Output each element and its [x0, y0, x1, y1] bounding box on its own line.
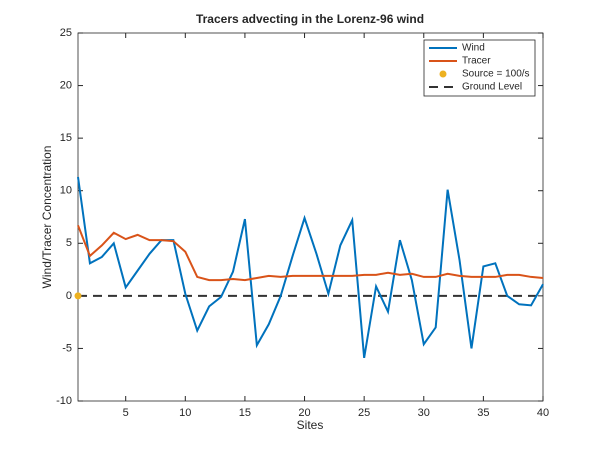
- x-tick-label: 20: [298, 407, 310, 419]
- y-tick-label: 10: [60, 185, 72, 197]
- legend-marker: [439, 70, 447, 78]
- legend-label: Ground Level: [462, 82, 522, 93]
- x-tick-label: 15: [239, 407, 251, 419]
- source-marker: [74, 292, 82, 300]
- y-tick-label: 20: [60, 79, 72, 91]
- x-tick-label: 5: [123, 407, 129, 419]
- legend-label: Wind: [462, 43, 485, 54]
- x-axis-label: Sites: [297, 418, 324, 432]
- y-tick-label: 25: [60, 27, 72, 39]
- y-axis-label: Wind/Tracer Concentration: [40, 146, 54, 289]
- y-tick-label: -10: [56, 395, 72, 407]
- axes-box: [77, 32, 544, 402]
- x-tick-label: 25: [358, 407, 370, 419]
- x-tick-label: 10: [179, 407, 191, 419]
- x-tick-label: 40: [537, 407, 549, 419]
- y-tick-label: 5: [66, 237, 72, 249]
- y-tick-label: 0: [66, 290, 72, 302]
- series-line: [77, 225, 544, 282]
- y-tick-label: 15: [60, 132, 72, 144]
- legend-box: [423, 39, 536, 97]
- x-tick-label: 35: [477, 407, 489, 419]
- y-tick-label: -5: [62, 342, 72, 354]
- chart-title: Tracers advecting in the Lorenz-96 wind: [196, 12, 424, 26]
- legend-label: Tracer: [462, 56, 491, 67]
- x-tick-label: 30: [418, 407, 430, 419]
- legend-label: Source = 100/s: [462, 69, 530, 80]
- series-line: [77, 176, 544, 359]
